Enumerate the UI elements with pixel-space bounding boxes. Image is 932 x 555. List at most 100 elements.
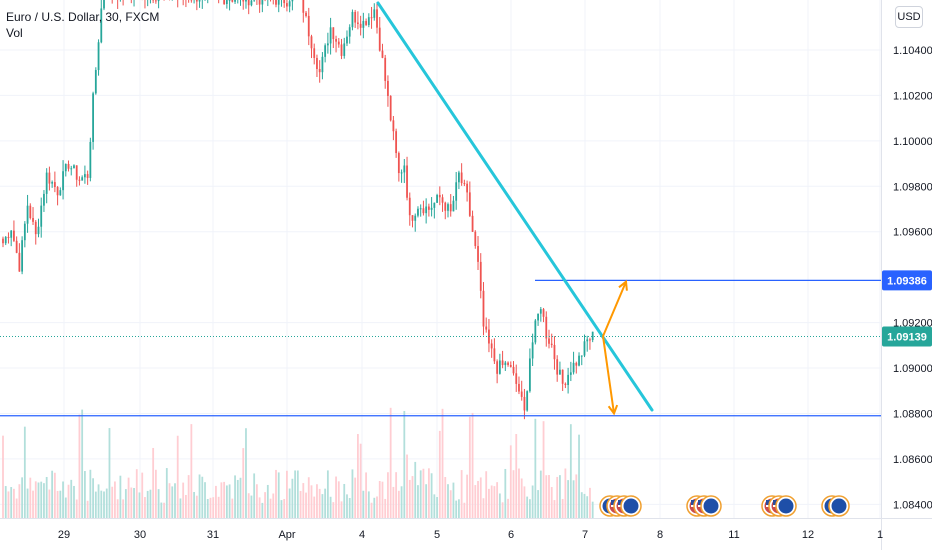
volume-bar: [114, 481, 116, 518]
volume-bar: [453, 483, 455, 518]
volume-bar: [461, 470, 463, 518]
volume-bar: [575, 474, 577, 518]
candle-body: [365, 21, 367, 25]
volume-bar: [458, 499, 460, 518]
candle-body: [436, 195, 438, 203]
candle-body: [502, 360, 504, 365]
volume-bar: [152, 448, 154, 518]
volume-bar: [155, 470, 157, 518]
volume-bar: [223, 482, 225, 518]
candle-body: [332, 27, 334, 39]
time-tick-label: Apr: [278, 529, 295, 541]
volume-bar: [13, 489, 15, 518]
candle-body: [581, 356, 583, 357]
time-tick-label: 29: [58, 529, 70, 541]
candle-body: [322, 57, 324, 72]
candle-body: [289, 1, 291, 6]
volume-bar: [259, 497, 261, 518]
price-tick-label: 1.09600: [893, 227, 932, 239]
volume-bar: [248, 493, 250, 518]
candle-body: [477, 246, 479, 262]
volume-bar: [264, 492, 266, 518]
candle-body: [570, 372, 572, 375]
price-tick-label: 1.10200: [893, 90, 932, 102]
volume-bar: [188, 475, 190, 518]
volume-bar: [98, 484, 100, 518]
volume-bar: [144, 497, 146, 518]
candle-body: [35, 222, 37, 234]
volume-bar: [10, 487, 12, 518]
volume-bar: [103, 491, 105, 518]
candle-body: [548, 338, 550, 343]
volume-bar: [562, 499, 564, 518]
volume-bar: [229, 484, 231, 518]
volume-bar: [278, 472, 280, 518]
volume-bar: [390, 408, 392, 518]
volume-bar: [51, 471, 53, 518]
volume-bar: [474, 485, 476, 518]
candle-body: [92, 93, 94, 142]
candle-body: [155, 0, 157, 1]
descending-trendline: [378, 3, 652, 410]
candle-body: [196, 0, 198, 2]
volume-bar: [373, 498, 375, 518]
candle-body: [84, 174, 86, 177]
volume-bar: [147, 491, 149, 518]
volume-bar: [491, 485, 493, 518]
candle-body: [537, 314, 539, 321]
economic-events-us[interactable]: [687, 496, 721, 516]
volume-bar: [289, 489, 291, 518]
candle-body: [245, 0, 247, 1]
candle-body: [40, 206, 42, 227]
candle-body: [409, 198, 411, 215]
volume-indicator-label[interactable]: Vol: [6, 25, 159, 41]
candle-body: [73, 165, 75, 168]
volume-bar: [29, 478, 31, 518]
candle-body: [499, 360, 501, 373]
volume-bar: [291, 479, 293, 518]
candle-body: [5, 237, 7, 243]
candle-body: [335, 39, 337, 42]
candle-body: [242, 0, 244, 1]
volume-bar: [281, 500, 283, 518]
volume-bar: [412, 476, 414, 518]
candle-body: [327, 43, 329, 45]
candle-body: [338, 42, 340, 45]
symbol-title[interactable]: Euro / U.S. Dollar, 30, FXCM: [6, 9, 159, 25]
candle-body: [251, 1, 253, 6]
volume-bar: [319, 489, 321, 518]
currency-button[interactable]: USD: [895, 6, 923, 28]
volume-bar: [532, 486, 534, 518]
candle-body: [341, 44, 343, 55]
volume-bar: [87, 501, 89, 518]
volume-bar: [62, 482, 64, 518]
economic-events-eu-us[interactable]: [600, 496, 641, 516]
volume-bar: [586, 496, 588, 518]
up-arrow-shaft: [603, 282, 626, 337]
candle-body: [223, 0, 225, 4]
economic-events-eu[interactable]: [822, 496, 849, 516]
volume-bar: [322, 494, 324, 518]
price-tick-label: 1.09800: [893, 181, 932, 193]
candle-body: [229, 0, 231, 1]
candle-body: [357, 23, 359, 24]
volume-bar: [177, 436, 179, 518]
volume-bar: [537, 490, 539, 518]
volume-bar: [354, 478, 356, 518]
volume-bar: [79, 415, 81, 518]
volume-bar: [420, 470, 422, 518]
economic-events-us-2[interactable]: [762, 496, 796, 516]
volume-bar: [442, 409, 444, 518]
volume-bar: [496, 482, 498, 518]
price-tick-label: 1.08800: [893, 408, 932, 420]
volume-bar: [182, 483, 184, 518]
candle-body: [330, 27, 332, 43]
candle-body: [79, 180, 81, 181]
volume-bar: [376, 496, 378, 518]
volume-bar: [559, 475, 561, 518]
volume-bar: [89, 470, 91, 518]
volume-bar: [18, 484, 20, 518]
volume-bar: [196, 496, 198, 518]
